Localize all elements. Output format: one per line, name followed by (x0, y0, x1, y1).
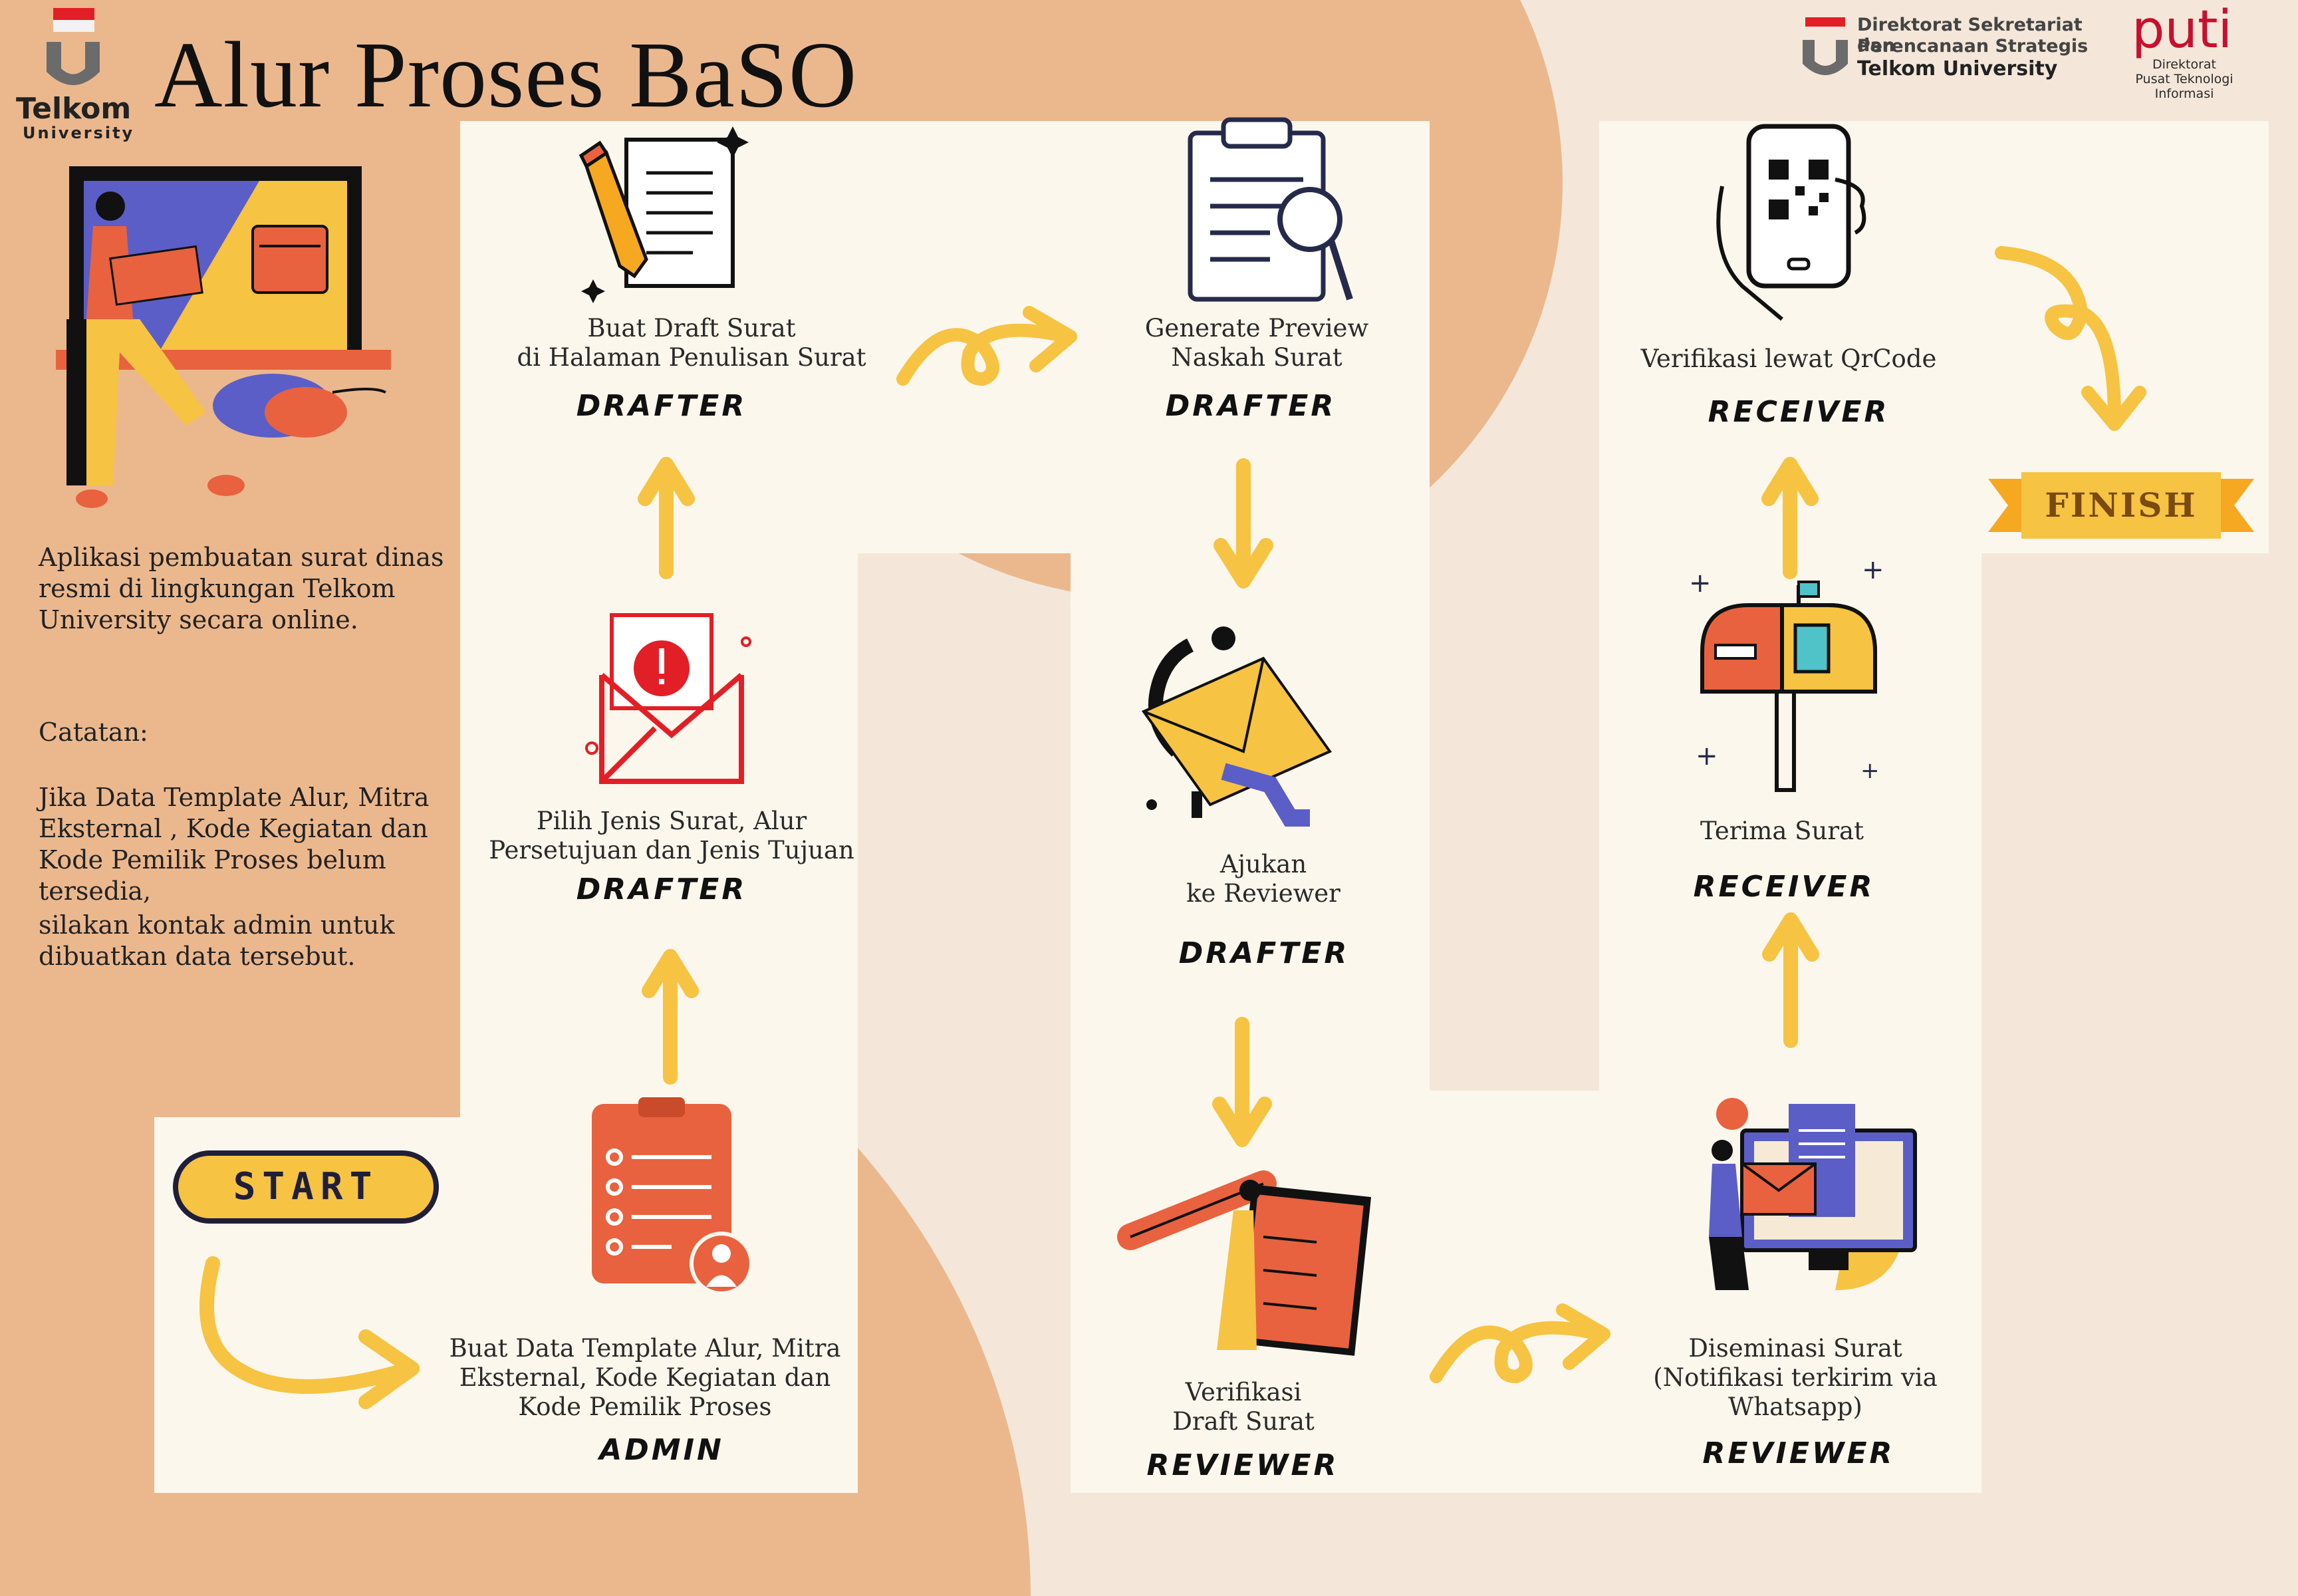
loop-arrow-right-icon (1430, 1303, 1610, 1384)
step-3-text: Buat Draft Surat di Halaman Penulisan Su… (479, 314, 904, 372)
dss-logo-mark-icon (1803, 17, 1848, 75)
svg-text:+: + (1860, 757, 1880, 784)
alert-envelope-icon (585, 613, 751, 784)
ribbon-icon (1988, 472, 2254, 539)
step-2-text: Pilih Jenis Surat, Alur Persetujuan dan … (465, 807, 878, 865)
step-4-line-2: Naskah Surat (1171, 343, 1342, 372)
dss-logo-line1: Direktorat Sekretariat dan (1857, 15, 2083, 56)
step-7-role: REVIEWER (1702, 1436, 1895, 1470)
svg-text:+: + (1862, 555, 1884, 585)
step-4-text: Generate Preview Naskah Surat (1057, 314, 1456, 372)
note-line-1: Jika Data Template Alur, Mitra Eksternal… (39, 783, 430, 906)
arrow-to-finish-icon (1995, 246, 2146, 431)
app-description: Aplikasi pembuatan surat dinas resmi di … (39, 543, 444, 634)
step-4-line-1: Generate Preview (1144, 314, 1369, 342)
arrow-up-icon (642, 949, 699, 1085)
step-7-line-2: (Notifikasi terkirim via (1653, 1363, 1938, 1392)
step-6-role: REVIEWER (1146, 1448, 1339, 1482)
step-8-line-1: Terima Surat (1700, 817, 1864, 845)
start-button[interactable]: START (173, 1150, 439, 1224)
telkom-university-logo: Telkom University (13, 5, 133, 142)
step-9-text: Verifikasi lewat QrCode (1589, 344, 1988, 374)
arrow-up-icon (1762, 912, 1819, 1048)
step-1-text: Buat Data Template Alur, Mitra Eksternal… (439, 1334, 851, 1422)
step-6-line-2: Draft Surat (1172, 1407, 1315, 1436)
puti-logo-line3: Informasi (2154, 86, 2214, 101)
telkom-logo-mark-icon (47, 8, 100, 85)
arrow-down-icon (1213, 458, 1273, 589)
step-7-line-3: Whatsapp) (1728, 1393, 1862, 1421)
dss-logo: Direktorat Sekretariat dan Perencanaan S… (1799, 15, 2118, 88)
svg-text:+: + (1696, 741, 1718, 771)
dss-logo-line2: Perencanaan Strategis (1857, 36, 2089, 57)
step-5-role: DRAFTER (1178, 936, 1350, 970)
clipboard-search-icon (1188, 117, 1353, 302)
note-label: Catatan: (39, 718, 148, 747)
step-6-line-1: Verifikasi (1185, 1378, 1302, 1406)
clipboard-user-icon (592, 1097, 753, 1295)
step-7-text: Diseminasi Surat (Notifikasi terkirim vi… (1596, 1334, 1995, 1422)
note-line-2: silakan kontak admin untuk dibuatkan dat… (39, 910, 395, 971)
person-presenting-illustration (56, 166, 391, 508)
puti-logo-line1: Direktorat (2152, 57, 2216, 72)
phone-qrcode-icon (1716, 124, 1866, 321)
telkom-logo-sub: University (23, 124, 135, 142)
finish-banner: FINISH (1988, 466, 2254, 552)
step-3-line-2: di Halaman Penulisan Surat (517, 343, 866, 372)
step-1-line-2: Eksternal, Kode Kegiatan dan (459, 1363, 831, 1392)
step-8-role: RECEIVER (1693, 870, 1875, 904)
start-curved-arrow-icon (199, 1256, 420, 1409)
step-5-text: Ajukan ke Reviewer (1064, 850, 1463, 908)
step-3-line-1: Buat Draft Surat (587, 314, 796, 342)
step-2-line-2: Persetujuan dan Jenis Tujuan (489, 836, 854, 864)
step-1-line-1: Buat Data Template Alur, Mitra (449, 1334, 841, 1363)
step-4-role: DRAFTER (1165, 389, 1337, 423)
telkom-logo-name: Telkom (16, 92, 132, 126)
step-2-role: DRAFTER (576, 872, 747, 906)
step-8-text: Terima Surat (1583, 817, 1981, 846)
step-3-role: DRAFTER (576, 389, 747, 423)
step-7-line-1: Diseminasi Surat (1688, 1334, 1902, 1363)
panel-receiver-column (1599, 121, 1981, 1493)
svg-text:+: + (1689, 568, 1712, 598)
arrow-up-icon (1761, 457, 1819, 579)
start-label: START (233, 1165, 379, 1208)
step-9-role: RECEIVER (1708, 395, 1890, 429)
mailbox-icon: + + + + (1689, 555, 1884, 792)
person-envelope-icon (1141, 626, 1333, 827)
person-clipboard-icon (1117, 1170, 1372, 1356)
step-5-line-1: Ajukan (1219, 850, 1307, 878)
dss-logo-line3: Telkom University (1857, 57, 2058, 80)
loop-arrow-right-icon (896, 306, 1077, 386)
step-1-line-3: Kode Pemilik Proses (518, 1393, 772, 1421)
monitor-document-icon (1709, 1098, 1917, 1290)
finish-label: FINISH (2045, 485, 2198, 525)
arrow-down-icon (1212, 1017, 1272, 1147)
step-1-role: ADMIN (599, 1433, 724, 1467)
step-2-line-1: Pilih Jenis Surat, Alur (536, 807, 807, 835)
puti-logo-line2: Pusat Teknologi (2135, 72, 2234, 86)
step-6-text: Verifikasi Draft Surat (1044, 1378, 1443, 1436)
step-9-line-1: Verifikasi lewat QrCode (1640, 344, 1937, 373)
arrow-up-icon (638, 457, 695, 579)
page-title: Alur Proses BaSO (154, 22, 858, 127)
puti-logo-mark: puti (2132, 0, 2233, 60)
step-5-line-2: ke Reviewer (1186, 879, 1340, 908)
puti-logo: puti Direktorat Pusat Teknologi Informas… (2128, 0, 2241, 102)
pencil-document-icon (578, 126, 749, 303)
